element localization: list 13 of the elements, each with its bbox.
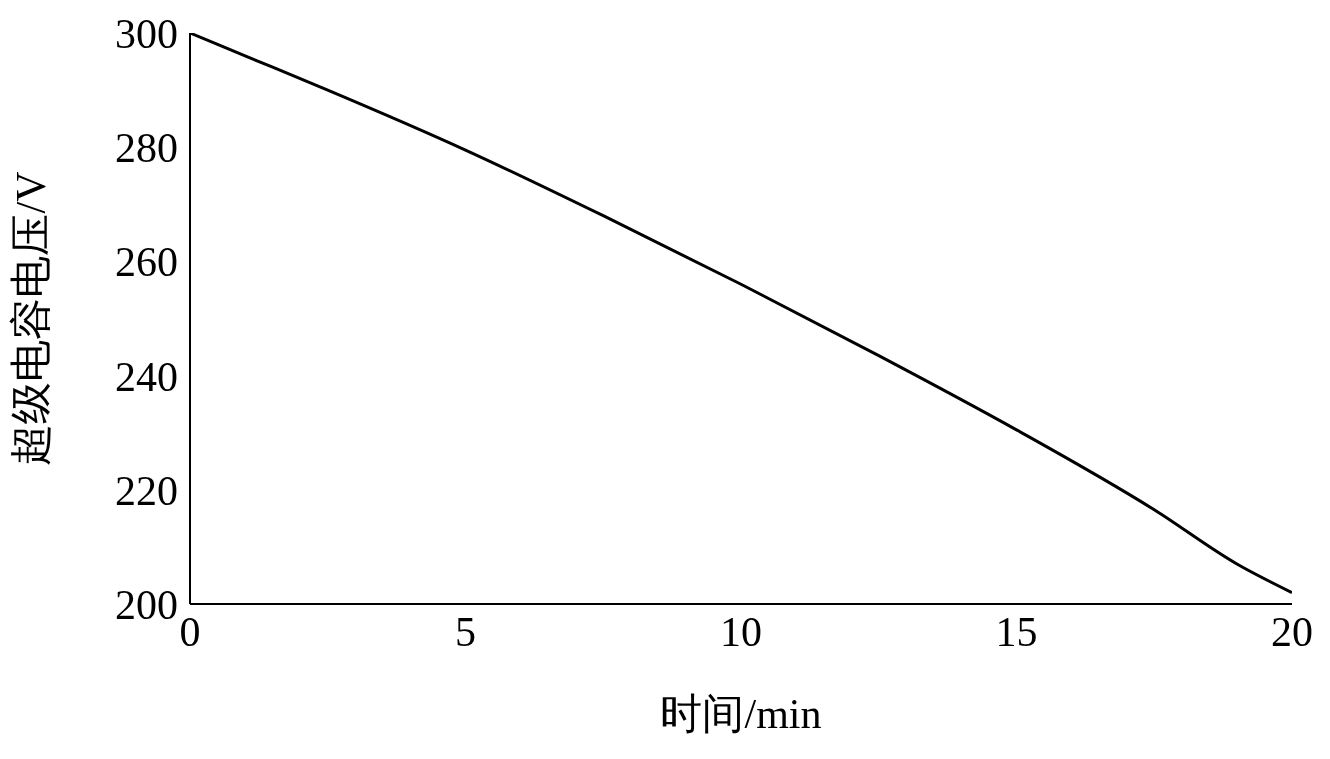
y-tick-label: 240 (115, 353, 178, 400)
y-tick-label: 200 (115, 581, 178, 628)
y-axis-title: 超级电容电压/V (7, 171, 54, 466)
y-tick-label: 300 (115, 10, 178, 57)
x-axis-title: 时间/min (660, 691, 822, 737)
x-tick-label: 5 (455, 608, 476, 655)
y-tick-label: 280 (115, 125, 178, 172)
x-tick-label: 15 (995, 608, 1038, 655)
y-tick-label: 260 (115, 239, 178, 286)
y-tick-label: 220 (115, 467, 178, 514)
x-tick-label: 0 (179, 608, 201, 655)
x-tick-label: 20 (1271, 608, 1313, 655)
x-tick-label: 10 (720, 608, 762, 655)
